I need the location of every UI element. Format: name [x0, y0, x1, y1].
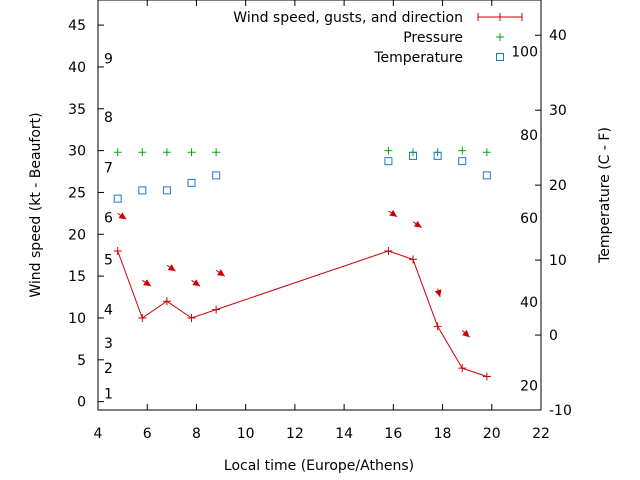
temperature-point	[482, 171, 491, 180]
y2-axis-label: Temperature (C - F)	[597, 127, 613, 264]
temperature-point	[384, 157, 393, 166]
legend-marker-pressure	[496, 33, 504, 41]
beaufort-label: 5	[104, 252, 113, 268]
y-tick-label: 10	[68, 311, 86, 327]
wind-direction-arrowhead	[167, 264, 176, 272]
beaufort-label: 4	[104, 303, 113, 319]
legend-marker-temperature	[496, 53, 504, 61]
temperature-point	[458, 157, 467, 166]
temperature-point	[187, 178, 196, 187]
pressure-point	[113, 148, 122, 157]
y-tick-label: 25	[68, 185, 86, 201]
y-tick-label: 45	[68, 18, 86, 34]
pressure-point	[212, 148, 221, 157]
wind-direction-arrowhead	[434, 289, 442, 298]
x-tick-label: 16	[384, 426, 402, 442]
temperature-point	[433, 151, 442, 160]
x-tick-label: 22	[532, 426, 550, 442]
wind-speed-point	[162, 297, 171, 306]
beaufort-label: 8	[104, 110, 113, 126]
fahrenheit-label: 60	[520, 211, 538, 227]
x-tick-label: 12	[286, 426, 304, 442]
pressure-point	[138, 148, 147, 157]
wind-direction-arrowhead	[413, 220, 422, 228]
legend-marker-wind	[477, 13, 523, 21]
fahrenheit-label: 20	[520, 378, 538, 394]
wind-speed-point	[212, 305, 221, 314]
temperature-point	[212, 171, 221, 180]
wind-speed-line	[117, 250, 488, 377]
tick-labels: 4 6 8 10 12 14 16 18 20 22051015202530354045-1001…	[68, 18, 572, 442]
y-tick-label: 30	[68, 144, 86, 160]
wind-speed-point	[187, 313, 196, 322]
beaufort-label: 2	[104, 361, 113, 377]
y2-tick-label: 40	[549, 28, 567, 44]
wind-direction-arrowhead	[192, 279, 201, 287]
y-tick-label: 0	[77, 395, 86, 411]
wind-speed-point	[458, 364, 467, 373]
pressure-point	[384, 146, 393, 155]
y2-tick-label: 10	[549, 253, 567, 269]
chart-marks	[113, 146, 491, 381]
y2-tick-label: 20	[549, 178, 567, 194]
legend-label-pressure: Pressure	[403, 30, 463, 46]
wind-speed-point	[138, 313, 147, 322]
y-tick-label: 35	[68, 102, 86, 118]
y2-tick-label: -10	[549, 403, 572, 419]
x-tick-label: 4	[94, 426, 103, 442]
x-tick-label: 20	[483, 426, 501, 442]
legend-label-temperature: Temperature	[373, 50, 463, 66]
wind-direction-arrowhead	[462, 329, 470, 338]
x-tick-label: 18	[434, 426, 452, 442]
pressure-point	[482, 148, 491, 157]
temperature-point	[113, 194, 122, 203]
beaufort-label: 3	[104, 336, 113, 352]
beaufort-label: 7	[104, 160, 113, 176]
pressure-point	[187, 148, 196, 157]
fahrenheit-label: 80	[520, 128, 538, 144]
wind-direction-arrowhead	[216, 269, 225, 277]
y-tick-label: 40	[68, 60, 86, 76]
x-tick-label: 10	[237, 426, 255, 442]
beaufort-label: 1	[104, 386, 113, 402]
wind-direction-arrowhead	[118, 212, 127, 220]
legend-label-wind: Wind speed, gusts, and direction	[233, 10, 463, 26]
y2-tick-label: 30	[549, 103, 567, 119]
wind-speed-point	[113, 247, 122, 256]
pressure-point	[458, 146, 467, 155]
wind-direction-arrowhead	[143, 279, 151, 287]
wind-speed-point	[384, 247, 393, 256]
temperature-point	[409, 151, 418, 160]
wind-speed-point	[433, 322, 442, 331]
y-tick-label: 15	[68, 269, 86, 285]
y-tick-label: 20	[68, 227, 86, 243]
beaufort-label: 9	[104, 52, 113, 68]
wind-speed-point	[409, 255, 418, 264]
x-tick-label: 14	[335, 426, 353, 442]
fahrenheit-label: 100	[511, 45, 538, 61]
temperature-point	[138, 186, 147, 195]
x-tick-label: 6	[143, 426, 152, 442]
beaufort-label: 6	[104, 211, 113, 227]
axis-ticks	[97, 0, 542, 411]
wind-speed-point	[482, 372, 491, 381]
y-tick-label: 5	[77, 353, 86, 369]
chart-legend: Wind speed, gusts, and direction Pressure…	[233, 10, 523, 66]
temperature-point	[162, 186, 171, 195]
x-tick-label: 8	[192, 426, 201, 442]
y-axis-label: Wind speed (kt - Beaufort)	[28, 112, 44, 297]
wind-direction-arrowhead	[389, 209, 398, 217]
y2-tick-label: 0	[549, 328, 558, 344]
fahrenheit-label: 40	[520, 295, 538, 311]
x-axis-label: Local time (Europe/Athens)	[224, 458, 414, 474]
plot-frame	[97, 0, 542, 411]
pressure-point	[162, 148, 171, 157]
